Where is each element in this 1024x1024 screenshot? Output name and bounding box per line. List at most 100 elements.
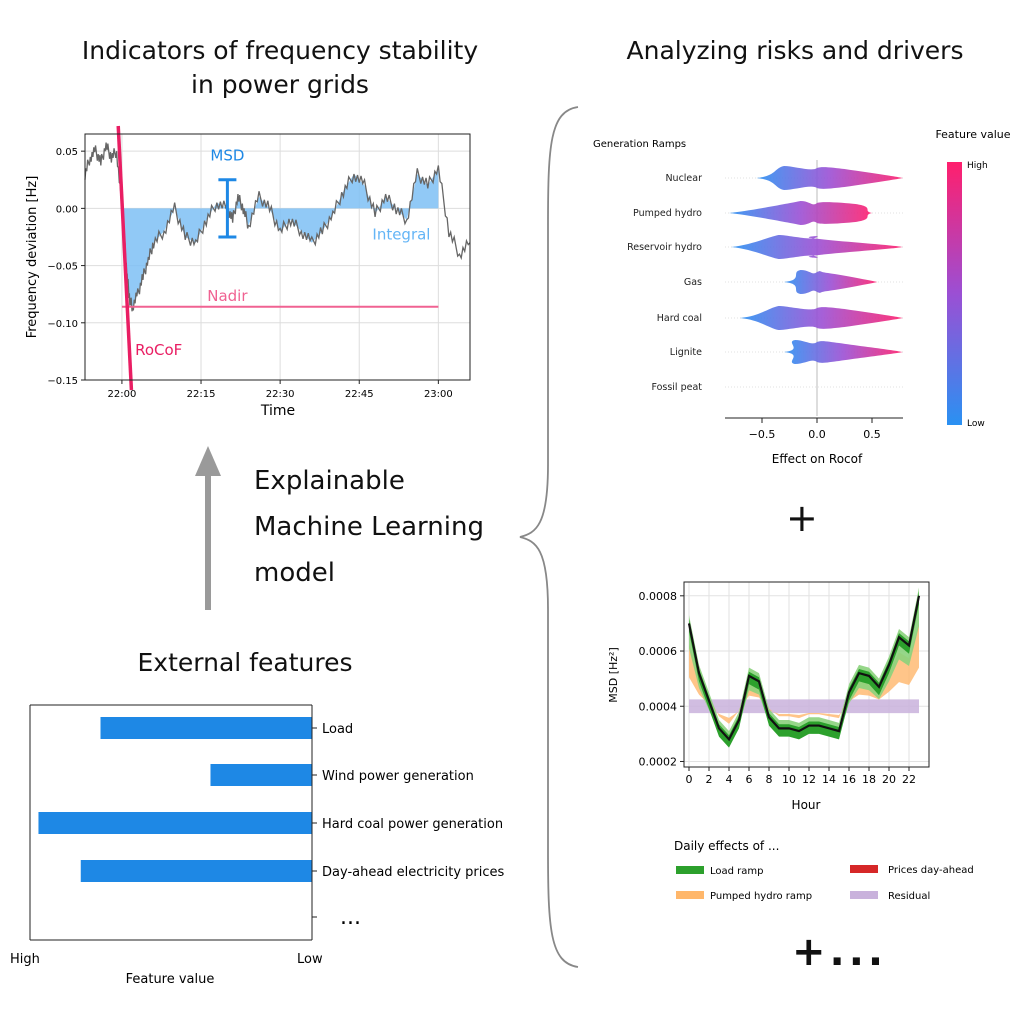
legend-label-pumped: Pumped hydro ramp: [710, 891, 812, 902]
legend-swatch-pumped: [676, 891, 704, 899]
shap-beeswarm: [784, 340, 903, 364]
freq-ytick-label: 0.00: [56, 204, 78, 215]
model-text-line-1: Explainable: [254, 466, 405, 496]
msd-xtick-label: 10: [782, 773, 796, 786]
ext-bar: [80, 860, 312, 882]
shap-xtick-label: 0.5: [863, 428, 881, 441]
freq-ytick-label: −0.15: [47, 376, 78, 387]
shap-feature-label: Gas: [684, 277, 702, 288]
msd-xtick-label: 20: [882, 773, 896, 786]
shap-feature-label: Fossil peat: [651, 382, 702, 393]
shap-xtick-label: 0.0: [808, 428, 826, 441]
legend-label-residual: Residual: [888, 891, 930, 902]
legend-label-prices: Prices day-ahead: [888, 865, 974, 876]
freq-xtick-label: 22:30: [266, 389, 295, 400]
shap-beeswarm: [729, 201, 872, 225]
shap-xtick-label: −0.5: [749, 428, 776, 441]
shap-beeswarm: [784, 270, 878, 294]
freq-xlabel: Time: [260, 403, 295, 419]
msd-xtick-label: 14: [822, 773, 836, 786]
msd-xtick-label: 8: [766, 773, 773, 786]
model-text-line-2: Machine Learning: [254, 512, 484, 542]
freq-xtick-label: 22:00: [108, 389, 137, 400]
title-external-features: External features: [137, 648, 353, 677]
ext-bar: [210, 764, 312, 786]
shap-xlabel: Effect on Rocof: [772, 452, 863, 466]
up-arrow: [195, 446, 221, 610]
freq-xtick-label: 22:45: [345, 389, 374, 400]
freq-annotations: Nadir RoCoF MSD Integral: [116, 125, 439, 391]
shap-summary-chart: Generation Ramps Nuclear Pumped hydro Rese…: [593, 128, 1011, 466]
colorbar-high: High: [967, 161, 988, 171]
ext-category-label: Load: [322, 722, 353, 737]
msd-total-line: [687, 595, 921, 742]
ext-bars: Load Wind power generation Hard coal power…: [38, 717, 505, 882]
freq-ylabel: Frequency deviation [Hz]: [25, 176, 40, 339]
rocof-label: RoCoF: [135, 341, 182, 359]
msd-xtick-label: 16: [842, 773, 856, 786]
ext-x-high: High: [10, 952, 40, 967]
shap-feature-label: Nuclear: [665, 173, 702, 184]
shap-feature-label: Hard coal: [657, 313, 702, 324]
msd-legend: Daily effects of ... Load ramp Prices da…: [674, 839, 974, 902]
freq-ticks: 22:00 22:15 22:30 22:45 23:00 0.05 0.00 −0.05 −0…: [47, 147, 452, 400]
msd-ytick-label: 0.0006: [639, 645, 678, 658]
colorbar: [947, 162, 962, 425]
shap-beeswarm: [731, 235, 903, 259]
residual-area: [689, 699, 919, 714]
integral-label: Integral: [372, 225, 430, 243]
colorbar-low: Low: [967, 419, 985, 429]
shap-rows: Nuclear Pumped hydro Reservoir hydro Gas Har…: [627, 166, 903, 393]
nadir-label: Nadir: [207, 287, 248, 305]
shap-feature-label: Lignite: [670, 347, 702, 358]
external-features-chart: Load Wind power generation Hard coal power…: [10, 704, 505, 987]
ext-xlabel: Feature value: [126, 972, 215, 987]
msd-xtick-label: 4: [726, 773, 733, 786]
msd-areas: [687, 587, 921, 748]
freq-ytick-label: −0.10: [47, 319, 78, 330]
ext-bar: [100, 717, 312, 739]
model-text-line-3: model: [254, 558, 335, 588]
shap-feature-label: Reservoir hydro: [627, 242, 702, 253]
shap-beeswarm: [740, 306, 903, 330]
legend-swatch-residual: [850, 891, 878, 899]
legend-title: Daily effects of ...: [674, 839, 779, 853]
ext-category-label: Day-ahead electricity prices: [322, 865, 505, 880]
ext-bar: [38, 812, 313, 834]
freq-ytick-label: −0.05: [47, 262, 78, 273]
msd-label: MSD: [210, 146, 244, 164]
msd-xtick-label: 22: [902, 773, 916, 786]
msd-xtick-label: 12: [802, 773, 816, 786]
rocof-line: [116, 125, 134, 391]
freq-xtick-label: 23:00: [424, 389, 453, 400]
title-risks-drivers: Analyzing risks and drivers: [626, 36, 964, 65]
integral-area: [121, 168, 439, 307]
curly-brace: [519, 106, 579, 968]
ext-category-label: Wind power generation: [322, 769, 474, 784]
shap-group-label: Generation Ramps: [593, 139, 686, 150]
freq-ytick-label: 0.05: [56, 147, 78, 158]
freq-xtick-label: 22:15: [187, 389, 216, 400]
title-frequency-stability: Indicators of frequency stability in pow…: [81, 36, 479, 99]
msd-daily-chart: 0 2 4 6 8 10 12 14 16 18 20 22 0.0008 0.0006 0.0004 0.0…: [607, 581, 930, 812]
model-text: Explainable Machine Learning model: [254, 458, 534, 596]
msd-axes-frame: [683, 581, 930, 768]
ext-category-label: Hard coal power generation: [322, 817, 503, 832]
plus-more: +...: [792, 929, 888, 975]
msd-xtick-label: 6: [746, 773, 753, 786]
colorbar-title: Feature value: [935, 128, 1010, 141]
legend-swatch-prices: [850, 865, 878, 873]
msd-ytick-label: 0.0004: [639, 700, 678, 713]
msd-xtick-label: 2: [706, 773, 713, 786]
msd-ylabel: MSD [Hz²]: [607, 647, 620, 702]
msd-ytick-label: 0.0008: [639, 590, 678, 603]
ext-x-low: Low: [297, 952, 323, 967]
freq-axes-frame: [84, 133, 471, 381]
plus-sign: +: [786, 496, 818, 540]
msd-xtick-label: 0: [686, 773, 693, 786]
legend-swatch-load: [676, 866, 704, 874]
shap-feature-label: Pumped hydro: [633, 208, 702, 219]
legend-label-load: Load ramp: [710, 866, 764, 877]
msd-ticks: 0 2 4 6 8 10 12 14 16 18 20 22 0.0008 0.0006 0.0004 0.0…: [639, 590, 917, 786]
